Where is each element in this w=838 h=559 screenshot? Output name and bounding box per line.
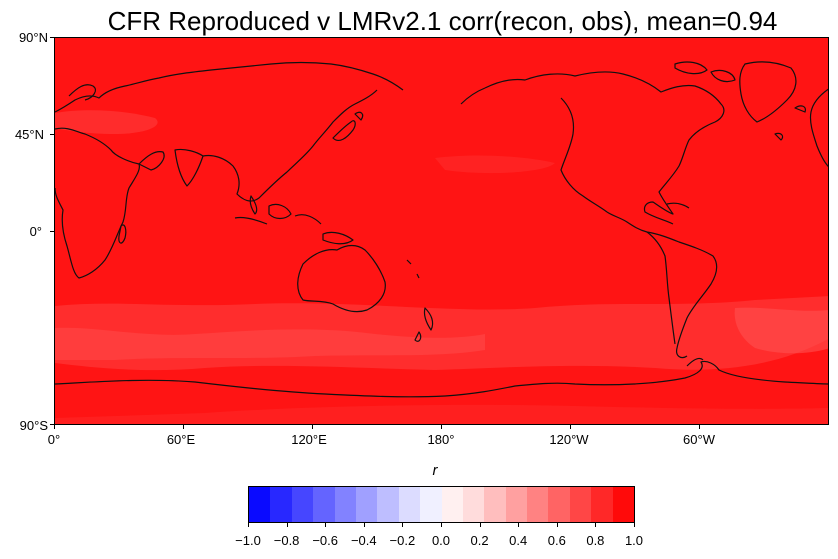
lat-label-45n: 45°N xyxy=(14,127,44,142)
colorbar-tick xyxy=(402,523,404,527)
colorbar-segment xyxy=(398,487,421,522)
lat-tick xyxy=(50,37,54,38)
map-canvas xyxy=(55,38,828,424)
lon-tick xyxy=(54,425,55,429)
colorbar-tick xyxy=(556,523,558,527)
colorbar-segment xyxy=(313,487,335,522)
colorbar-segment xyxy=(591,487,613,522)
colorbar-segment xyxy=(355,487,378,522)
colorbar-segment xyxy=(420,487,442,522)
lat-label-0: 0° xyxy=(29,224,42,239)
lon-label-120w: 120°W xyxy=(549,432,589,447)
colorbar-tick-label: −0.8 xyxy=(273,533,300,548)
colorbar-tick xyxy=(363,523,365,527)
lat-tick xyxy=(50,231,54,232)
colorbar-tick xyxy=(634,523,635,527)
lon-tick xyxy=(570,425,571,429)
colorbar-tick-label: −0.6 xyxy=(312,533,339,548)
lat-tick xyxy=(50,134,54,135)
lon-label-180: 180° xyxy=(427,432,455,447)
colorbar-segment xyxy=(484,487,506,522)
colorbar-segment xyxy=(527,487,549,522)
lat-label-90n: 90°N xyxy=(18,30,48,45)
colorbar-tick-label: 1.0 xyxy=(624,533,644,548)
colorbar-tick-label: 0.0 xyxy=(431,533,451,548)
lon-label-0: 0° xyxy=(47,432,61,447)
colorbar-tick-label: 0.6 xyxy=(547,533,566,548)
colorbar-segment xyxy=(505,487,528,522)
colorbar-segment xyxy=(462,487,485,522)
colorbar-segment xyxy=(612,487,635,522)
colorbar-tick xyxy=(441,523,442,527)
colorbar-segment xyxy=(291,487,314,522)
lon-tick xyxy=(183,425,184,429)
lon-label-120e: 120°E xyxy=(291,432,327,447)
lon-label-60e: 60°E xyxy=(166,432,196,447)
colorbar-tick xyxy=(479,523,481,527)
map-title: CFR Reproduced v LMRv2.1 corr(recon, obs… xyxy=(107,6,778,36)
colorbar-tick-label: −0.2 xyxy=(389,533,416,548)
colorbar-segment xyxy=(441,487,463,522)
colorbar-tick-label: −0.4 xyxy=(350,533,377,548)
colorbar-tick xyxy=(518,523,520,527)
lon-tick xyxy=(699,425,700,429)
lon-label-60w: 60°W xyxy=(683,432,715,447)
colorbar-segment xyxy=(249,487,271,522)
colorbar-tick-label: 0.4 xyxy=(509,533,528,548)
colorbar-segment xyxy=(270,487,292,522)
lat-label-90s: 90°S xyxy=(19,418,48,433)
colorbar-tick xyxy=(595,523,597,527)
colorbar-segment xyxy=(377,487,399,522)
lat-tick xyxy=(50,424,54,425)
colorbar xyxy=(248,486,635,523)
colorbar-tick-label: 0.2 xyxy=(470,533,489,548)
correlation-map xyxy=(54,37,829,425)
colorbar-label: r xyxy=(432,462,438,479)
colorbar-tick xyxy=(325,523,327,527)
colorbar-tick xyxy=(286,523,288,527)
colorbar-segment xyxy=(569,487,592,522)
colorbar-tick xyxy=(248,523,249,527)
colorbar-tick-label: −1.0 xyxy=(235,533,261,548)
colorbar-segment xyxy=(334,487,356,522)
colorbar-tick-label: 0.8 xyxy=(586,533,605,548)
colorbar-segment xyxy=(548,487,570,522)
lon-tick xyxy=(312,425,313,429)
lon-tick xyxy=(441,425,442,429)
